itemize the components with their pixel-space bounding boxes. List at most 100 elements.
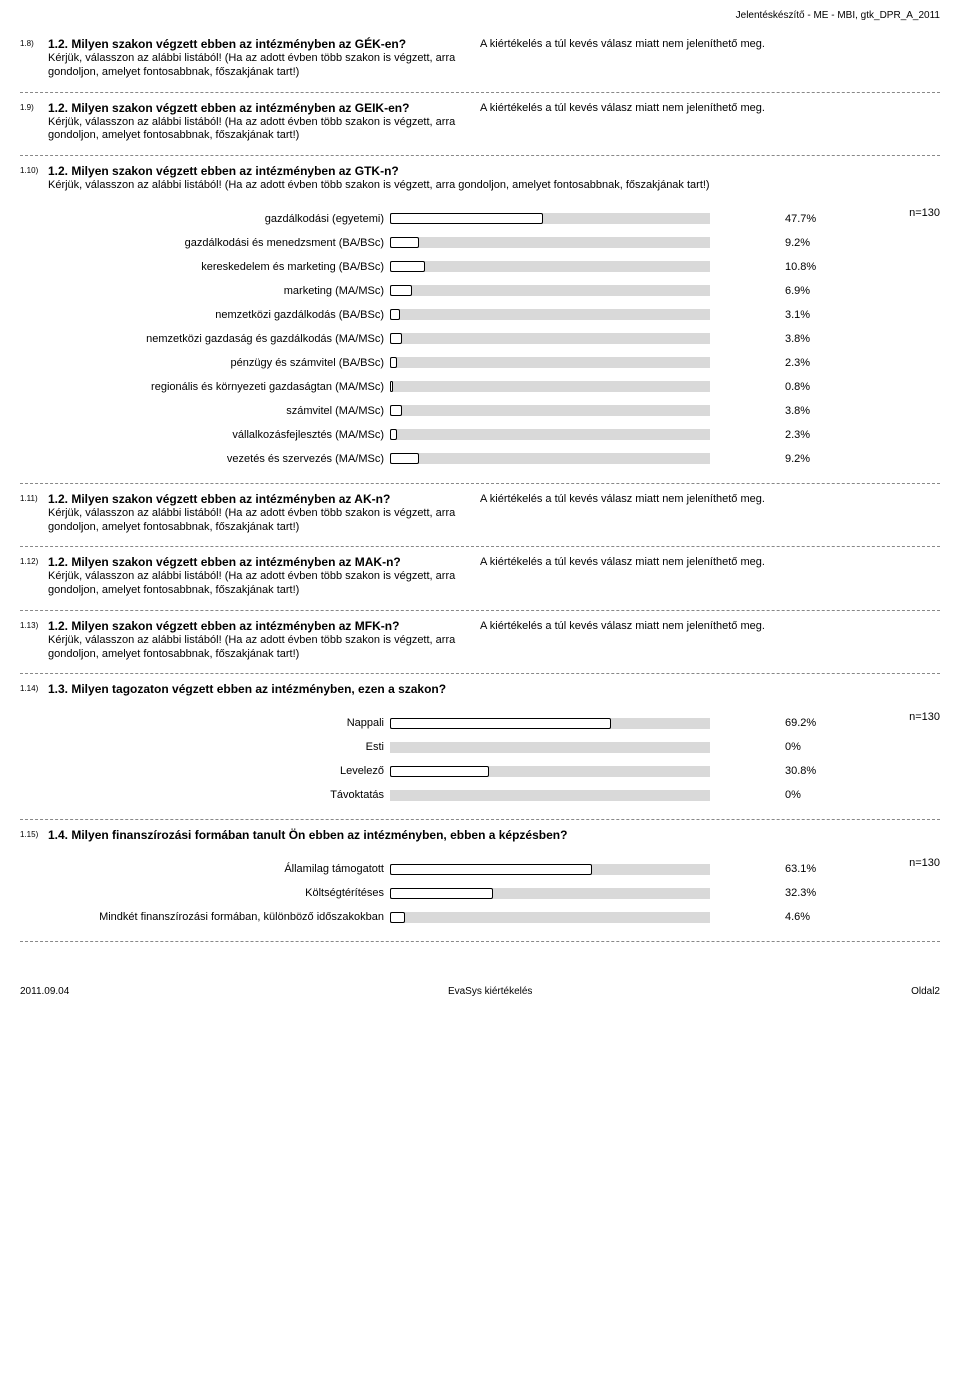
bar-track	[390, 357, 710, 368]
bar-label: Költségtérítéses	[20, 887, 390, 899]
doc-header: Jelentéskészítő - ME - MBI, gtk_DPR_A_20…	[20, 10, 940, 21]
bar-label: nemzetközi gazdálkodás (BA/BSc)	[20, 309, 390, 321]
bar-row: Esti 0%	[20, 735, 940, 759]
no-eval-message: A kiértékelés a túl kevés válasz miatt n…	[460, 101, 940, 114]
bar-percent: 3.8%	[710, 405, 800, 417]
page-footer: 2011.09.04 EvaSys kiértékelés Oldal2	[20, 982, 940, 997]
bar-percent: 3.1%	[710, 309, 800, 321]
bar-percent: 4.6%	[710, 911, 800, 923]
bar-fill	[390, 453, 419, 464]
question-1-14: 1.14) 1.3. Milyen tagozaton végzett ebbe…	[20, 674, 940, 820]
qnum: 1.14)	[20, 682, 48, 697]
bar-track	[390, 213, 710, 224]
bar-track	[390, 285, 710, 296]
bar-row: marketing (MA/MSc) 6.9%	[20, 279, 940, 303]
bar-percent: 3.8%	[710, 333, 800, 345]
bar-track	[390, 333, 710, 344]
bar-row: Nappali69.2%	[20, 711, 940, 735]
bar-percent: 0.8%	[710, 381, 800, 393]
bar-label: Távoktatás	[20, 789, 390, 801]
bar-row: vezetés és szervezés (MA/MSc) 9.2%	[20, 447, 940, 471]
bar-percent: 9.2%	[710, 453, 800, 465]
bar-track	[390, 429, 710, 440]
question-1-11: 1.11) 1.2. Milyen szakon végzett ebben a…	[20, 484, 940, 548]
bar-fill	[390, 261, 425, 272]
question-1-12: 1.12) 1.2. Milyen szakon végzett ebben a…	[20, 547, 940, 611]
bar-fill	[390, 333, 402, 344]
bar-fill	[390, 405, 402, 416]
bar-fill	[390, 766, 489, 777]
bar-track	[390, 405, 710, 416]
bar-track	[390, 888, 710, 899]
question-title: 1.2. Milyen szakon végzett ebben az inté…	[48, 164, 928, 179]
bar-percent: 10.8%	[710, 261, 800, 273]
bar-row: pénzügy és számvitel (BA/BSc)2.3%	[20, 351, 940, 375]
question-1-9: 1.9) 1.2. Milyen szakon végzett ebben az…	[20, 93, 940, 157]
bar-fill	[390, 357, 397, 368]
bar-label: Esti	[20, 741, 390, 753]
bar-track	[390, 453, 710, 464]
chart-tagozat: n=130 Nappali69.2%Esti0%Levelező30.8%Táv…	[20, 711, 940, 807]
bar-row: nemzetközi gazdaság és gazdálkodás (MA/M…	[20, 327, 940, 351]
qnum: 1.11)	[20, 492, 48, 535]
chart-gtk: n=130 gazdálkodási (egyetemi)47.7%gazdál…	[20, 207, 940, 471]
bar-percent: 63.1%	[710, 863, 800, 875]
bar-fill	[390, 309, 400, 320]
footer-page: Oldal2	[911, 986, 940, 997]
question-title: 1.4. Milyen finanszírozási formában tanu…	[48, 828, 928, 843]
qnum: 1.9)	[20, 101, 48, 144]
bar-track	[390, 864, 710, 875]
bar-label: Levelező	[20, 765, 390, 777]
bar-fill	[390, 912, 405, 923]
bar-track	[390, 742, 710, 753]
bar-percent: 0%	[710, 789, 800, 801]
question-hint: Kérjük, válasszon az alábbi listából! (H…	[48, 570, 460, 598]
bar-track	[390, 261, 710, 272]
n-label: n=130	[909, 857, 940, 869]
footer-date: 2011.09.04	[20, 986, 69, 997]
bar-fill	[390, 718, 611, 729]
question-hint: Kérjük, válasszon az alábbi listából! (H…	[48, 179, 928, 193]
no-eval-message: A kiértékelés a túl kevés válasz miatt n…	[460, 619, 940, 632]
bar-label: Államilag támogatott	[20, 863, 390, 875]
bar-label: nemzetközi gazdaság és gazdálkodás (MA/M…	[20, 333, 390, 345]
question-1-15: 1.15) 1.4. Milyen finanszírozási formába…	[20, 820, 940, 942]
bar-percent: 2.3%	[710, 429, 800, 441]
question-1-13: 1.13) 1.2. Milyen szakon végzett ebben a…	[20, 611, 940, 675]
footer-center: EvaSys kiértékelés	[448, 986, 532, 997]
bar-row: Mindkét finanszírozási formában, különbö…	[20, 905, 940, 929]
bar-track	[390, 912, 710, 923]
bar-percent: 32.3%	[710, 887, 800, 899]
bar-fill	[390, 864, 592, 875]
chart-finansz: n=130 Államilag támogatott 63.1% Költségté…	[20, 857, 940, 929]
bar-row: számvitel (MA/MSc)3.8%	[20, 399, 940, 423]
bar-percent: 47.7%	[710, 213, 800, 225]
bar-row: gazdálkodási és menedzsment (BA/BSc)9.2%	[20, 231, 940, 255]
question-hint: Kérjük, válasszon az alábbi listából! (H…	[48, 52, 460, 80]
question-hint: Kérjük, válasszon az alábbi listából! (H…	[48, 507, 460, 535]
question-1-8: 1.8) 1.2. Milyen szakon végzett ebben az…	[20, 29, 940, 93]
bar-row: kereskedelem és marketing (BA/BSc) 10.8%	[20, 255, 940, 279]
bar-row: Költségtérítéses 32.3%	[20, 881, 940, 905]
bar-label: vezetés és szervezés (MA/MSc)	[20, 453, 390, 465]
bar-track	[390, 790, 710, 801]
no-eval-message: A kiértékelés a túl kevés válasz miatt n…	[460, 492, 940, 505]
question-title: 1.2. Milyen szakon végzett ebben az inté…	[48, 619, 460, 634]
bar-row: nemzetközi gazdálkodás (BA/BSc) 3.1%	[20, 303, 940, 327]
bar-row: Államilag támogatott 63.1%	[20, 857, 940, 881]
bar-fill	[390, 429, 397, 440]
bar-label: gazdálkodási és menedzsment (BA/BSc)	[20, 237, 390, 249]
bar-percent: 0%	[710, 741, 800, 753]
bar-fill	[390, 381, 393, 392]
question-title: 1.2. Milyen szakon végzett ebben az inté…	[48, 492, 460, 507]
question-hint: Kérjük, válasszon az alábbi listából! (H…	[48, 116, 460, 144]
qnum: 1.10)	[20, 164, 48, 193]
question-title: 1.2. Milyen szakon végzett ebben az inté…	[48, 37, 460, 52]
bar-label: kereskedelem és marketing (BA/BSc)	[20, 261, 390, 273]
bar-label: marketing (MA/MSc)	[20, 285, 390, 297]
bar-percent: 6.9%	[710, 285, 800, 297]
bar-percent: 2.3%	[710, 357, 800, 369]
bar-row: Távoktatás 0%	[20, 783, 940, 807]
bar-track	[390, 766, 710, 777]
bar-fill	[390, 888, 493, 899]
